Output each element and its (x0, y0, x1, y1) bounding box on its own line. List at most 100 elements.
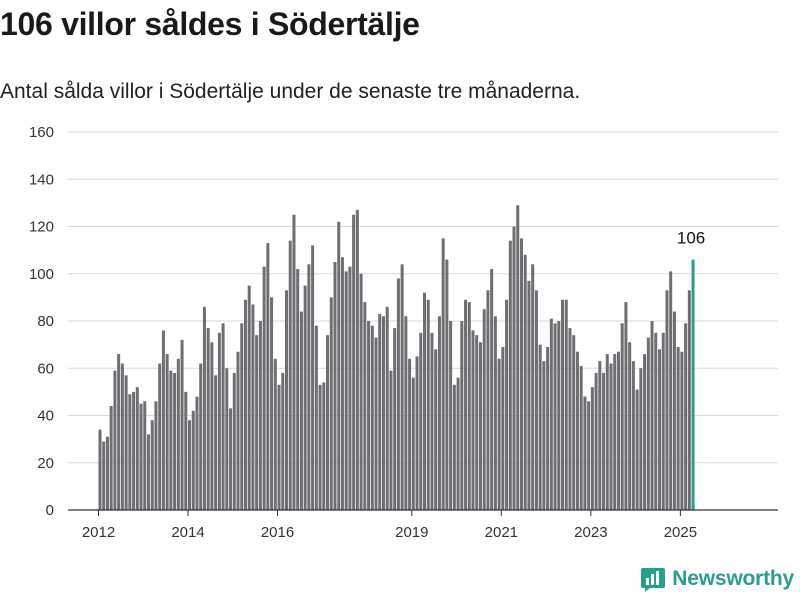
bar (501, 346, 505, 510)
x-tick-label: 2012 (82, 524, 115, 541)
bar (333, 261, 337, 510)
bar (221, 323, 225, 510)
bar (154, 401, 158, 510)
bar (318, 384, 322, 510)
bar (654, 332, 658, 510)
bar (176, 358, 180, 510)
bar (665, 290, 669, 510)
bar (150, 420, 154, 510)
bar (385, 306, 389, 510)
bar (471, 330, 475, 510)
bar (538, 344, 542, 511)
bar (381, 316, 385, 510)
bar (124, 375, 128, 510)
bar (98, 429, 102, 510)
bar (434, 349, 438, 510)
bar (482, 309, 486, 510)
bar (490, 269, 494, 510)
y-tick-label: 80 (37, 313, 54, 330)
bar (449, 321, 453, 510)
bar (464, 299, 468, 510)
bar (546, 346, 550, 510)
bar (680, 351, 684, 510)
bar (337, 221, 341, 510)
bar (109, 406, 113, 510)
bar (389, 370, 393, 510)
x-tick-label: 2021 (485, 524, 518, 541)
bar (404, 316, 408, 510)
bar (247, 285, 251, 510)
bar (296, 269, 300, 510)
bar (635, 389, 639, 510)
bar (415, 356, 419, 510)
bar-highlighted (691, 259, 695, 510)
bar (363, 302, 367, 510)
bar (277, 384, 281, 510)
bar (299, 311, 303, 510)
x-tick-label: 2019 (395, 524, 428, 541)
bar (169, 370, 173, 510)
bar (243, 299, 247, 510)
bar (534, 290, 538, 510)
bar (251, 304, 255, 510)
bar (143, 401, 147, 510)
bar (475, 335, 479, 510)
bar (326, 335, 330, 510)
bar (217, 332, 221, 510)
x-tick-label: 2016 (261, 524, 294, 541)
bar (188, 420, 192, 510)
bar (445, 259, 449, 510)
bar-chart-logo-icon (641, 568, 666, 592)
y-tick-label: 60 (37, 360, 54, 377)
bar (583, 396, 587, 510)
bar (430, 332, 434, 510)
bar (616, 351, 620, 510)
bar (478, 342, 482, 510)
bar (229, 408, 233, 510)
bar (669, 271, 673, 510)
bar (348, 266, 352, 510)
bar (367, 321, 371, 510)
bar (132, 391, 136, 511)
bar (460, 321, 464, 510)
bar (199, 363, 203, 510)
y-axis-ticks: 0 20 40 60 80 100 120 140 160 (29, 124, 54, 519)
bar (423, 292, 427, 510)
bar (408, 358, 412, 510)
bar (210, 342, 214, 510)
bar (202, 306, 206, 510)
bar (117, 354, 121, 510)
bar (631, 361, 635, 510)
bar (344, 271, 348, 510)
bar (270, 297, 274, 511)
bar (288, 240, 292, 510)
bar (613, 354, 617, 510)
bar (105, 436, 109, 510)
bar (661, 332, 665, 510)
bar (311, 245, 315, 510)
bar (564, 299, 568, 510)
bar (262, 266, 266, 510)
y-tick-label: 20 (37, 455, 54, 472)
chart-title: 106 villor såldes i Södertälje (0, 6, 420, 42)
bar (307, 264, 311, 510)
bar (568, 328, 572, 510)
bar (542, 361, 546, 510)
brand: Newsworthy (640, 566, 794, 592)
bar (579, 365, 583, 510)
bar (370, 325, 374, 510)
bar (411, 377, 415, 510)
bar (643, 354, 647, 510)
bar (497, 358, 501, 510)
bar (441, 238, 445, 510)
bar (572, 335, 576, 510)
x-axis-ticks: 2012 2014 2016 2019 2021 2023 2025 (82, 510, 697, 541)
chart-subtitle: Antal sålda villor i Södertälje under de… (0, 80, 581, 103)
y-tick-label: 120 (29, 219, 54, 236)
bar (285, 290, 288, 510)
bar (355, 209, 359, 510)
bar (646, 337, 650, 510)
bar (165, 354, 169, 510)
bar (329, 297, 333, 511)
bar (553, 323, 557, 510)
